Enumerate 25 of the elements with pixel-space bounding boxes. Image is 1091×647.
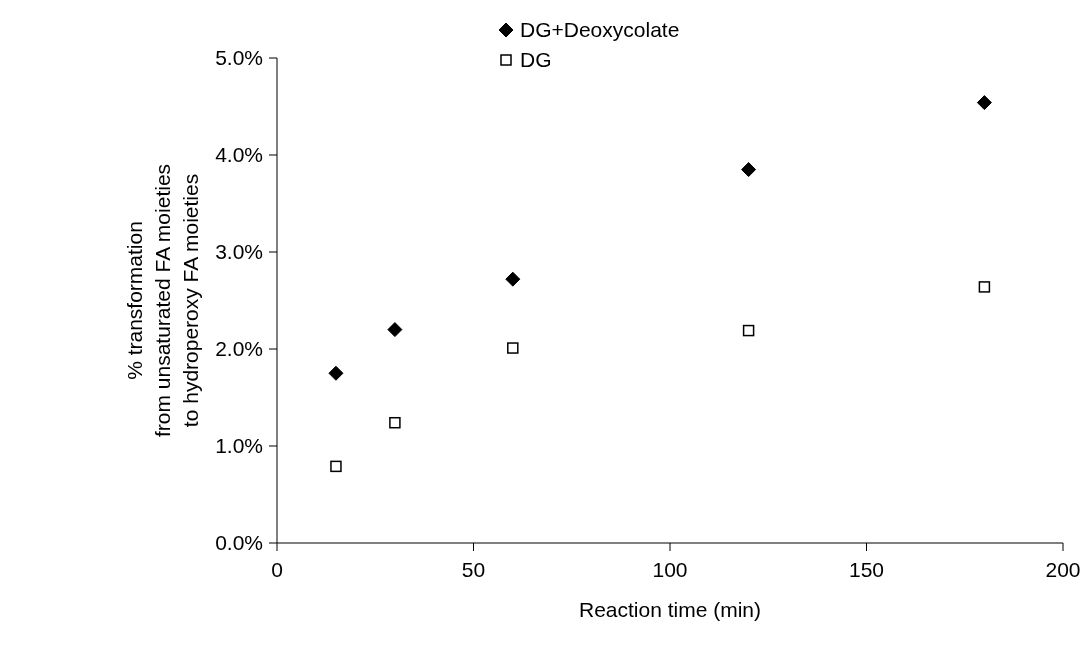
point (387, 322, 403, 338)
point (742, 324, 755, 337)
point (976, 95, 992, 111)
point (328, 365, 344, 381)
y-tick-label: 3.0% (215, 240, 263, 263)
point (978, 281, 991, 293)
point (741, 162, 757, 178)
x-tick-label: 100 (652, 558, 688, 581)
y-tick-label: 4.0% (215, 143, 263, 166)
x-tick-label: 150 (848, 558, 885, 581)
legend-label: DG (520, 48, 552, 71)
y-axis-title: % transformation from unsaturated FA moieties to hydroperoxy FA moieties (123, 163, 202, 438)
y-tick-label: 5.0% (215, 46, 263, 69)
point (389, 416, 401, 429)
y-tick-label: 0.0% (215, 531, 263, 554)
point (330, 460, 342, 473)
point (507, 342, 519, 354)
point (505, 271, 521, 287)
legend-label: DG+Deoxycolate (520, 18, 680, 41)
y-tick-label: 2.0% (215, 337, 263, 360)
x-axis-title: Reaction time (min) (578, 598, 762, 621)
y-tick-label: 1.0% (215, 434, 263, 457)
x-tick-label: 200 (1045, 558, 1081, 581)
x-tick-label: 0 (271, 558, 283, 581)
x-tick-label: 50 (461, 558, 486, 581)
